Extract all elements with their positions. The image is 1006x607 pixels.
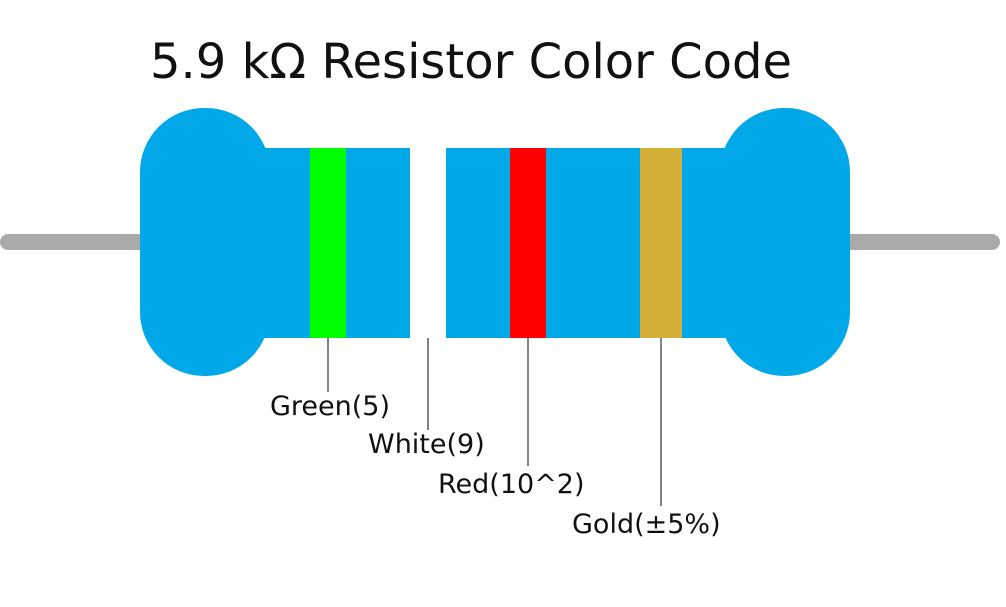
resistor-body <box>140 108 850 376</box>
band-label-gold: Gold(±5%) <box>572 509 721 540</box>
band-gold <box>640 148 682 338</box>
band-white <box>410 148 446 338</box>
page-title: 5.9 kΩ Resistor Color Code <box>150 34 793 90</box>
band-green <box>310 148 346 338</box>
band-label-white: White(9) <box>368 429 485 460</box>
band-label-red: Red(10^2) <box>438 469 585 500</box>
band-red <box>510 148 546 338</box>
band-label-green: Green(5) <box>270 391 391 422</box>
